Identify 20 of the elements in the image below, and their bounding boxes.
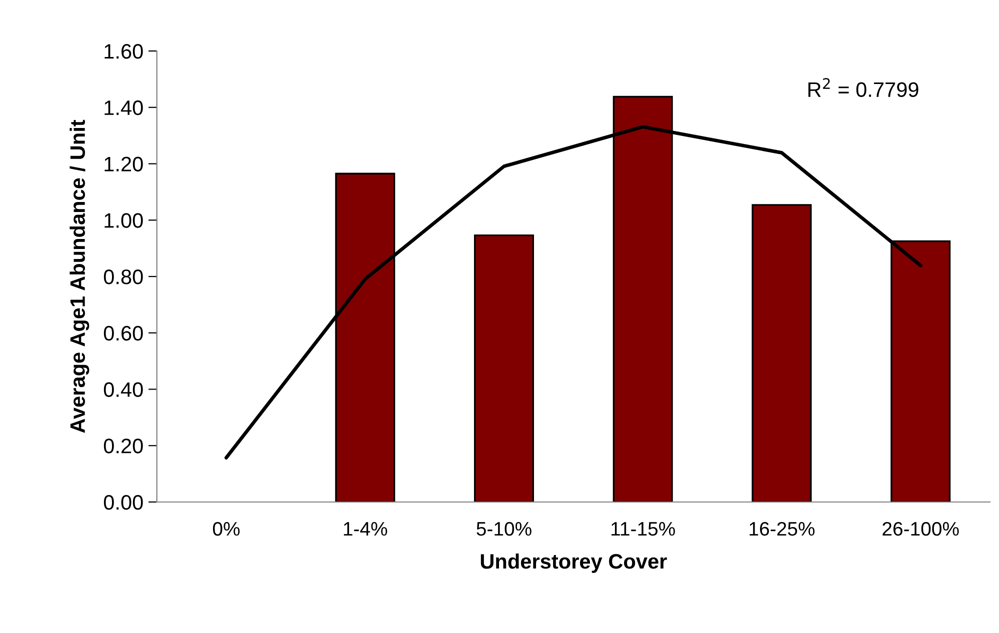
y-tick-label: 1.20	[104, 156, 143, 172]
x-tick-label: 16-25%	[750, 522, 815, 536]
x-axis-title: Understorey Cover	[480, 553, 667, 573]
y-tick-label: 0.40	[104, 382, 143, 398]
bar	[474, 234, 534, 502]
x-tick-label: 1-4%	[344, 522, 388, 536]
x-tick-label: 0%	[212, 522, 240, 536]
y-tick-label: 0.20	[104, 438, 143, 454]
y-tick-label: 0.80	[104, 270, 143, 284]
y-tick-label: 1.60	[104, 44, 143, 59]
bar	[752, 204, 812, 502]
y-tick-label: 0.00	[104, 495, 143, 510]
y-tick-label: 1.40	[104, 100, 143, 116]
x-tick-label: 26-100%	[882, 522, 959, 536]
x-tick-label: 11-15%	[612, 522, 675, 536]
y-tick-label: 0.60	[104, 326, 143, 341]
y-tick-label: 1.00	[104, 213, 143, 228]
x-tick-label: 5-10%	[476, 522, 532, 536]
y-axis-title: Average Age1 Abundance / Unit	[70, 120, 90, 433]
annotation: R$^{2}$ = 0.7799	[808, 78, 918, 98]
